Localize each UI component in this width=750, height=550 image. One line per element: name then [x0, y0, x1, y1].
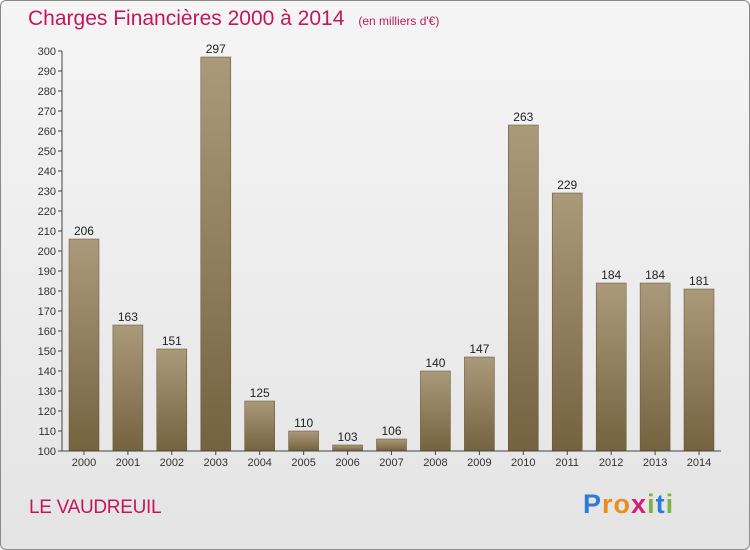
bar-value-label: 140: [425, 356, 445, 370]
bar-value-label: 147: [469, 342, 489, 356]
bar-value-label: 103: [338, 430, 358, 444]
logo-letter: o: [613, 489, 632, 519]
y-tick-label: 220: [38, 206, 56, 218]
y-tick-label: 190: [38, 266, 56, 278]
bar-2004: [244, 400, 275, 452]
x-tick-label: 2001: [116, 457, 140, 469]
y-tick-label: 230: [38, 186, 56, 198]
bar-value-label: 229: [557, 178, 577, 192]
logo-letter: i: [647, 489, 656, 519]
bar-2005: [288, 430, 319, 452]
commune-name: LE VAUDREUIL: [29, 497, 162, 518]
bar-2011: [551, 192, 583, 452]
bar-2000: [68, 238, 100, 452]
x-tick-label: 2014: [687, 457, 711, 469]
y-tick-label: 170: [38, 306, 56, 318]
y-tick-label: 200: [38, 246, 56, 258]
y-tick-label: 140: [38, 366, 56, 378]
bar-value-label: 106: [381, 424, 401, 438]
bar-value-label: 263: [513, 110, 533, 124]
y-tick-label: 150: [38, 346, 56, 358]
bar-2008: [420, 370, 451, 452]
logo-letter: i: [665, 489, 675, 519]
title-main: Charges Financières 2000 à 2014: [28, 7, 345, 30]
y-axis: 100 110 120 130 140 150 160 170 180 190 200 210 220 2…: [38, 46, 63, 458]
bar-2012: [595, 282, 627, 452]
x-tick-label: 2013: [643, 457, 667, 469]
y-tick-label: 180: [38, 286, 56, 298]
bar-2007: [376, 438, 407, 452]
y-tick-label: 240: [38, 166, 56, 178]
bar-2003: [200, 56, 232, 452]
y-tick-label: 110: [38, 426, 56, 438]
y-tick-label: 280: [38, 86, 56, 98]
logo-letter: t: [655, 489, 666, 519]
y-tick-label: 250: [38, 146, 56, 158]
y-tick-label: 130: [38, 386, 56, 398]
bar-value-label: 184: [645, 268, 665, 282]
title-unit-note: (en milliers d'€): [358, 14, 440, 28]
bar-value-label: 151: [162, 334, 182, 348]
x-tick-label: 2003: [204, 457, 228, 469]
proxiti-logo: Proxiti: [583, 489, 674, 520]
bar-2013: [639, 282, 671, 452]
chart-title: Charges Financières 2000 à 2014 (en milli…: [28, 7, 439, 31]
x-tick-label: 2000: [72, 457, 96, 469]
bar-2002: [156, 348, 188, 452]
bar-value-label: 125: [250, 386, 270, 400]
bar-value-label: 297: [206, 42, 226, 56]
x-tick-label: 2012: [599, 457, 623, 469]
x-axis: 2000 2001 2002 2003 2004 2005 2006 2007 2008 2009…: [62, 450, 721, 469]
x-tick-label: 2011: [555, 457, 579, 469]
logo-letter: r: [602, 489, 614, 519]
bar-2001: [112, 324, 144, 452]
y-tick-label: 270: [38, 106, 56, 118]
y-tick-label: 210: [38, 226, 56, 238]
x-tick-label: 2002: [160, 457, 184, 469]
x-tick-label: 2008: [423, 457, 447, 469]
logo-letter: P: [583, 489, 603, 519]
bar-2009: [464, 356, 495, 452]
bar-value-label: 110: [294, 416, 313, 430]
bars: 206 163 151 297 125 110 103 106 140 147 263 229 184 1…: [68, 42, 715, 452]
y-tick-label: 300: [38, 46, 56, 58]
bar-2010: [508, 124, 539, 452]
x-tick-label: 2006: [335, 457, 359, 469]
x-tick-label: 2009: [467, 457, 491, 469]
bar-value-label: 206: [74, 224, 94, 238]
y-tick-label: 290: [38, 66, 56, 78]
bar-value-label: 181: [689, 274, 709, 288]
bar-2014: [683, 288, 715, 452]
bar-value-label: 163: [118, 310, 138, 324]
bar-value-label: 184: [601, 268, 621, 282]
x-tick-label: 2005: [291, 457, 315, 469]
x-tick-label: 2007: [379, 457, 403, 469]
y-tick-label: 100: [38, 446, 56, 458]
y-tick-label: 120: [38, 406, 56, 418]
y-tick-label: 160: [38, 326, 56, 338]
logo-letter: x: [631, 489, 648, 519]
x-tick-label: 2004: [247, 457, 271, 469]
bar-2006: [332, 444, 363, 452]
y-tick-label: 260: [38, 126, 56, 138]
x-tick-label: 2010: [511, 457, 535, 469]
